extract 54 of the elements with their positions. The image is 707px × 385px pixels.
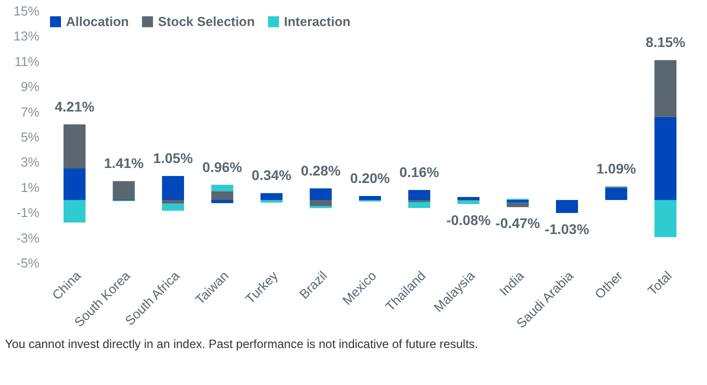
bar [211,200,234,204]
legend-label: Interaction [284,14,351,29]
y-tick-label: 7% [20,104,40,120]
bar [457,200,480,204]
y-tick-label: 13% [13,28,40,44]
bar [211,184,234,192]
total-label: 0.20% [350,170,390,186]
y-tick-label: 15% [13,4,40,18]
total-label: 1.05% [153,150,194,166]
bar [64,200,86,223]
bar [112,181,135,200]
bar [457,196,480,200]
y-tick-label: 9% [20,79,40,94]
y-tick-label: 1% [20,180,40,195]
total-label: 0.34% [252,167,292,184]
y-tick-label: 5% [20,130,40,144]
bar [654,200,676,238]
y-tick-label: 11% [14,54,40,69]
bar [506,200,529,203]
bar [408,202,430,208]
bar [260,200,283,203]
total-label: 0.16% [399,164,440,180]
total-label: 4.21% [54,98,95,114]
bar [506,202,529,208]
bar [605,188,628,200]
bar [162,204,184,211]
legend-label: Allocation [66,14,129,29]
y-tick-label: -3% [16,230,40,246]
bar [654,116,676,200]
total-label: 1.09% [596,160,637,176]
total-label: -1.03% [544,220,590,237]
bar [260,193,283,200]
bar [211,191,234,200]
bar [359,196,381,200]
legend-label: Stock Selection [158,14,255,29]
bar [162,176,184,200]
total-label: 0.96% [202,158,243,175]
bar [162,200,184,204]
total-label: -0.47% [496,215,540,232]
bar [556,200,578,213]
bar [310,188,332,200]
bar [64,168,86,200]
bar [408,190,430,200]
text: You cannot invest directly in an index. Past performance is not indicative of future results. [5,336,478,351]
total-label: 8.15% [646,34,686,50]
total-label: 0.28% [300,162,342,178]
total-label: 1.41% [104,155,144,172]
bar [64,124,86,168]
y-tick-label: 3% [20,154,40,170]
y-tick-label: -1% [16,205,40,220]
bar [654,60,676,117]
total-label: -0.08% [446,212,492,228]
bar [310,200,332,206]
y-tick-label: -5% [16,256,40,270]
